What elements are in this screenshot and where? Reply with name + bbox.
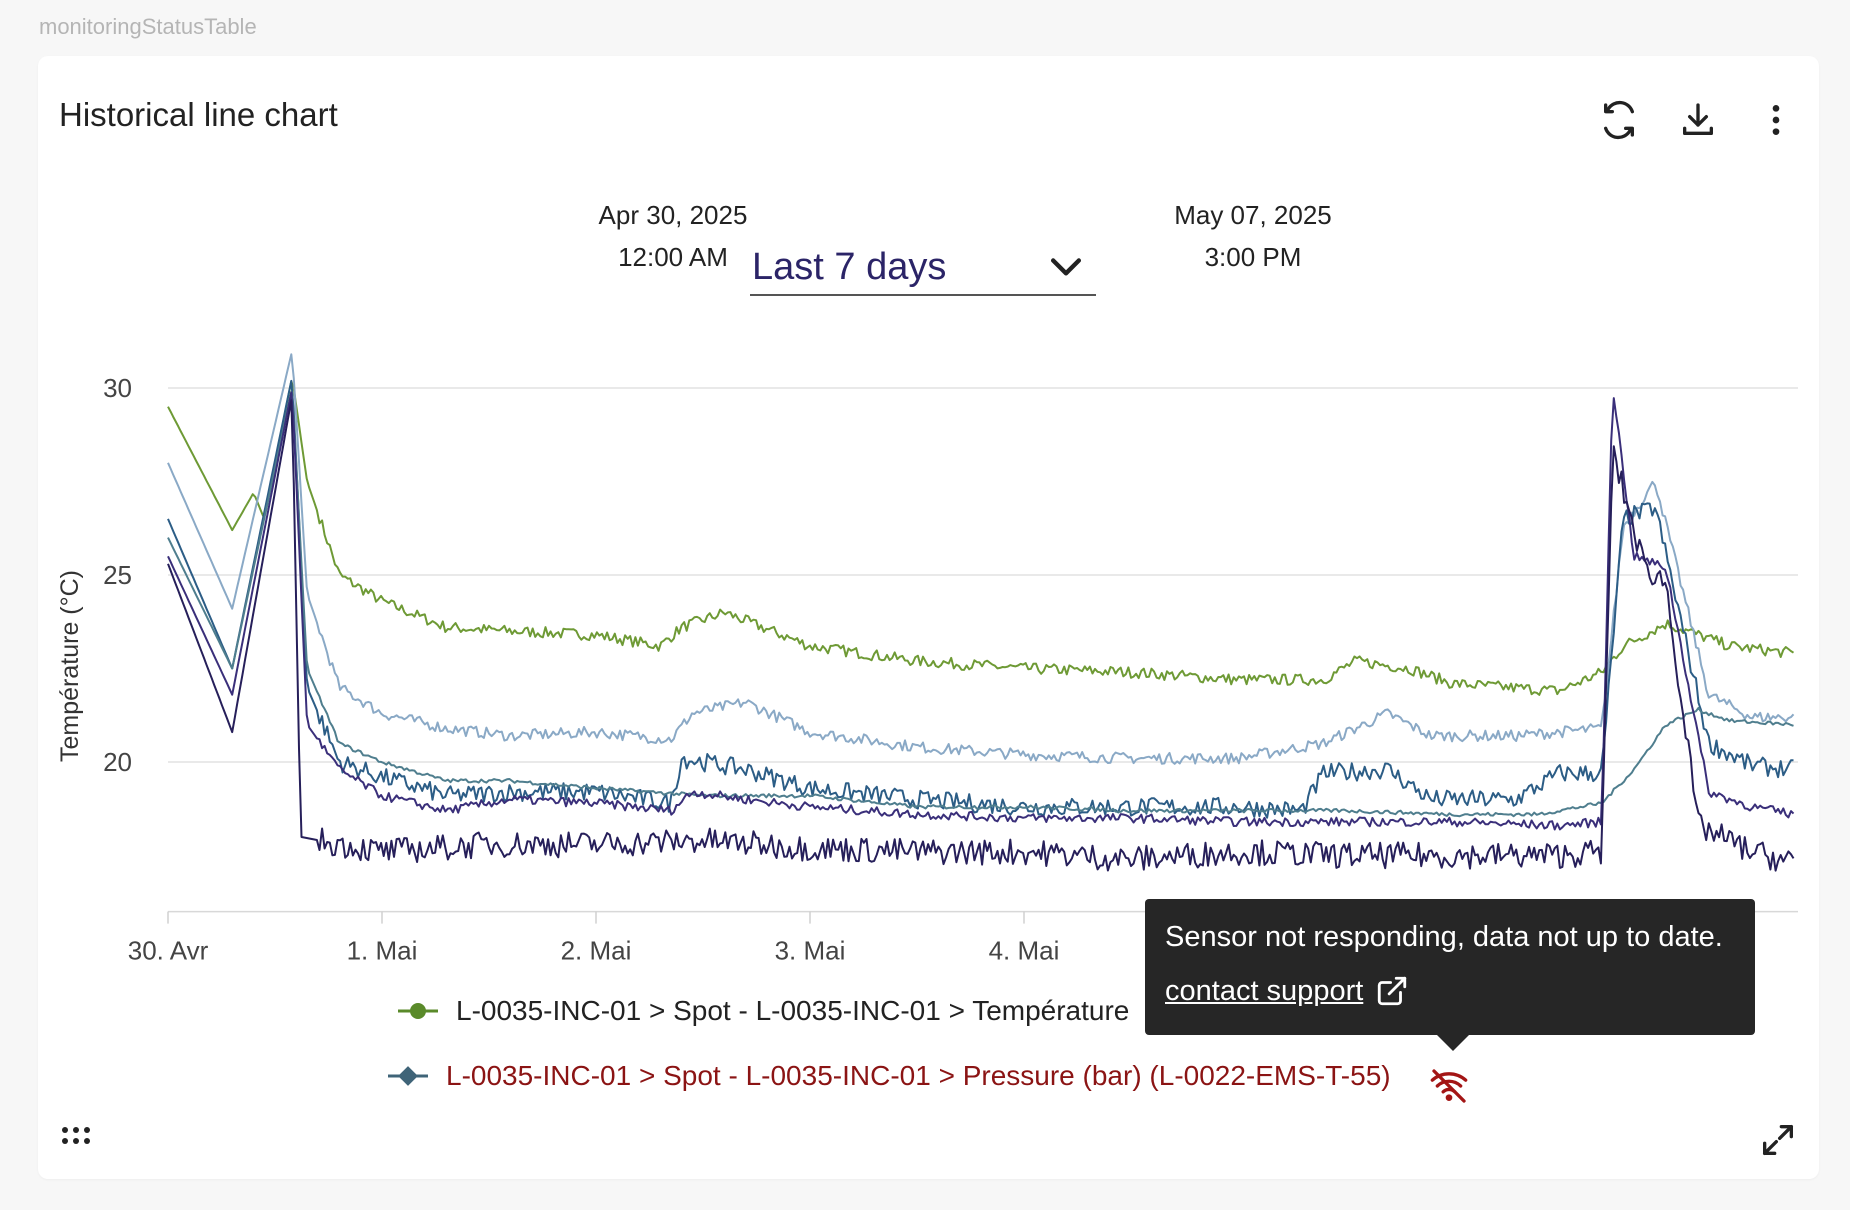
series-line-0 <box>167 380 1795 696</box>
download-button[interactable] <box>1672 94 1724 146</box>
range-selected-value: Last 7 days <box>752 246 947 288</box>
y-tick-label: 30 <box>103 373 132 403</box>
legend-marker-diamond <box>388 1066 428 1086</box>
range-end: May 07, 2025 3:00 PM <box>1118 194 1388 278</box>
widget-tag: monitoringStatusTable <box>39 14 257 39</box>
range-dropdown[interactable]: Last 7 days <box>750 226 1096 296</box>
sensor-status-tooltip: Sensor not responding, data not up to da… <box>1145 899 1755 1051</box>
y-tick-label: 20 <box>103 747 132 777</box>
download-icon <box>1683 103 1713 135</box>
legend-marker-circle <box>398 1003 438 1019</box>
contact-support-label: contact support <box>1165 974 1364 1007</box>
drag-handle-icon[interactable] <box>60 1124 96 1148</box>
range-start: Apr 30, 2025 12:00 AM <box>538 194 808 278</box>
series-lines <box>167 353 1795 872</box>
series-line-5 <box>167 399 1795 872</box>
more-menu-button[interactable] <box>1750 94 1802 146</box>
x-tick-label: 1. Mai <box>347 936 418 966</box>
external-link-icon <box>1378 976 1407 1006</box>
refresh-icon <box>1604 100 1634 140</box>
line-chart: 20 25 30 30. Avr 1. Mai 2. Mai 3. Mai 4. Mai Te… <box>56 353 1798 966</box>
legend-label: L-0035-INC-01 > Spot - L-0035-INC-01 > T… <box>456 995 1130 1026</box>
card-title: Historical line chart <box>59 96 338 133</box>
legend-item-temperature[interactable]: L-0035-INC-01 > Spot - L-0035-INC-01 > T… <box>396 995 1129 1027</box>
legend-item-pressure[interactable]: L-0035-INC-01 > Spot - L-0035-INC-01 > P… <box>386 1060 1391 1092</box>
range-start-time: 12:00 AM <box>618 242 728 272</box>
range-end-time: 3:00 PM <box>1204 242 1302 272</box>
tooltip-arrow <box>1437 1035 1469 1051</box>
series-line-4 <box>167 391 1795 831</box>
series-line-2 <box>167 379 1794 819</box>
chart-card: Historical line chart Apr 30, 2025 12:00… <box>38 56 1819 1179</box>
more-vertical-icon <box>1772 105 1780 135</box>
range-end-date: May 07, 2025 <box>1174 200 1332 230</box>
range-start-date: Apr 30, 2025 <box>598 200 748 230</box>
x-tick-label: 30. Avr <box>128 936 209 966</box>
axis-ticks: 20 25 30 30. Avr 1. Mai 2. Mai 3. Mai 4. Mai <box>103 373 1059 966</box>
no-signal-icon[interactable] <box>1429 1066 1469 1106</box>
y-tick-label: 25 <box>103 560 132 590</box>
y-axis-title: Température (°C) <box>56 570 84 762</box>
expand-icon[interactable] <box>1758 1120 1798 1160</box>
series-line-1 <box>167 353 1795 765</box>
x-tick-label: 4. Mai <box>989 936 1060 966</box>
refresh-button[interactable] <box>1593 94 1645 146</box>
x-tick-label: 2. Mai <box>561 936 632 966</box>
chevron-down-icon <box>1050 258 1082 276</box>
legend-label: L-0035-INC-01 > Spot - L-0035-INC-01 > P… <box>446 1060 1391 1091</box>
series-line-3 <box>167 391 1794 818</box>
contact-support-link[interactable]: contact support <box>1165 974 1735 1008</box>
x-tick-label: 3. Mai <box>775 936 846 966</box>
tooltip-message: Sensor not responding, data not up to da… <box>1165 921 1723 953</box>
grid-lines <box>167 387 1798 924</box>
